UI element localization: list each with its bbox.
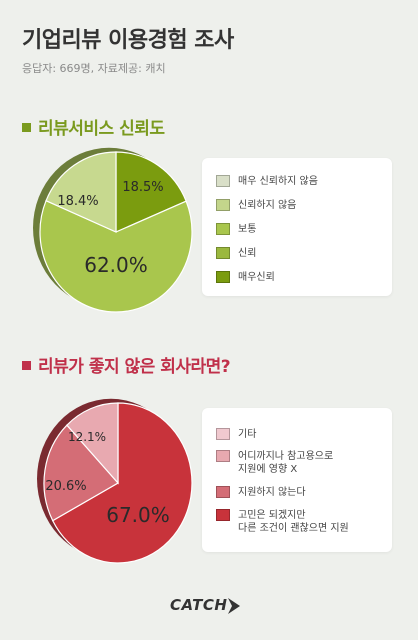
pie-data-label: 18.5% — [122, 180, 163, 195]
pie-data-label: 67.0% — [106, 503, 170, 527]
pie-slice — [45, 151, 117, 233]
legend-label: 신뢰하지 않음 — [238, 200, 297, 211]
legend-swatch — [216, 509, 230, 521]
legend-swatch — [216, 247, 230, 259]
bullet-square-icon — [22, 123, 31, 132]
legend-swatch — [216, 199, 230, 211]
pie-slice — [115, 151, 187, 233]
legend-label: 매우 신뢰하지 않음 — [238, 176, 318, 187]
chart2-title: 리뷰가 좋지 않은 회사라면? — [38, 357, 231, 377]
page-title: 기업리뷰 이용경험 조사 — [22, 28, 234, 53]
legend-label: 지원하지 않는다 — [238, 487, 306, 498]
page-subtitle: 응답자: 669명, 자료제공: 캐치 — [22, 62, 166, 75]
bullet-square-icon — [22, 361, 31, 370]
legend-label: 매우신뢰 — [238, 272, 275, 283]
legend-label: 어디까지나 참고용으로 지원에 영향 X — [238, 451, 334, 475]
chart1-title: 리뷰서비스 신뢰도 — [38, 119, 165, 139]
catch-logo: CATCH — [170, 596, 228, 614]
pie-data-label: 12.1% — [68, 430, 106, 444]
pie-data-label: 18.4% — [57, 194, 98, 209]
legend-swatch — [216, 486, 230, 498]
logo-arrow-icon — [228, 598, 240, 614]
trust-legend: 매우 신뢰하지 않음 신뢰하지 않음 보통 신뢰 매우신뢰 — [202, 158, 392, 296]
legend-swatch — [216, 428, 230, 440]
legend-swatch — [216, 175, 230, 187]
section-title-trust: 리뷰서비스 신뢰도 — [22, 114, 165, 139]
legend-swatch — [216, 450, 230, 462]
pie-slice — [39, 199, 193, 313]
legend-swatch — [216, 223, 230, 235]
legend-swatch — [216, 271, 230, 283]
pie-data-label: 62.0% — [84, 253, 148, 277]
section-title-bad-review: 리뷰가 좋지 않은 회사라면? — [22, 352, 231, 377]
legend-label: 보통 — [238, 224, 257, 235]
pie-data-label: 20.6% — [45, 479, 86, 494]
bad-review-legend: 기타 어디까지나 참고용으로 지원에 영향 X 지원하지 않는다 고민은 되겠지… — [202, 408, 392, 552]
legend-label: 기타 — [238, 429, 257, 440]
pie-slice — [66, 402, 119, 485]
pie-slice — [43, 424, 119, 522]
pie-slice — [51, 402, 193, 564]
legend-label: 신뢰 — [238, 248, 257, 259]
legend-label: 고민은 되겠지만 다른 조건이 괜찮으면 지원 — [238, 510, 349, 534]
